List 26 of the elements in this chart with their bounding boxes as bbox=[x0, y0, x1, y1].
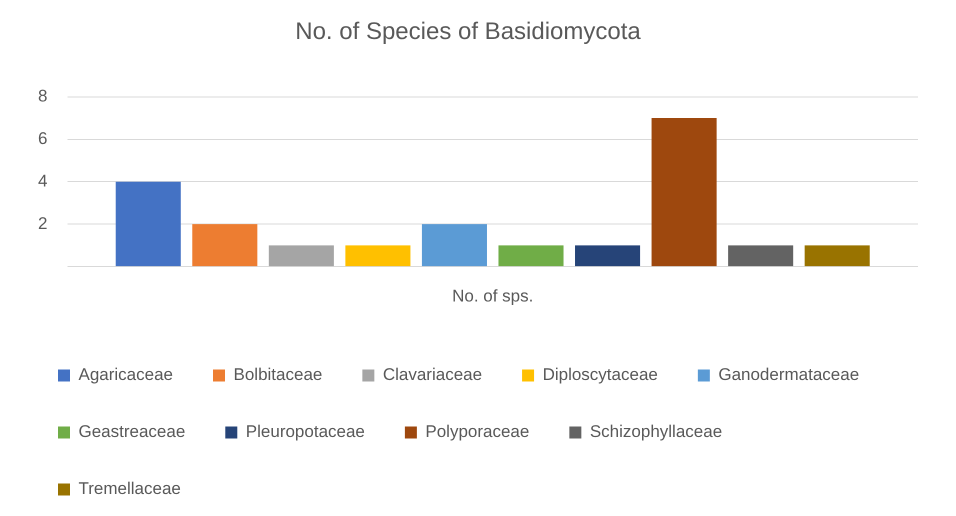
legend-label: Bolbitaceae bbox=[234, 365, 322, 384]
legend-label: Geastreaceae bbox=[78, 422, 186, 442]
y-tick-label: 4 bbox=[38, 171, 48, 190]
y-tick-label: 2 bbox=[38, 214, 48, 233]
bar bbox=[192, 224, 258, 266]
legend-label: Schizophyllaceae bbox=[590, 422, 722, 442]
bar bbox=[728, 245, 794, 266]
legend-label: Ganodermataceae bbox=[718, 365, 860, 384]
bar bbox=[575, 245, 640, 266]
x-tick-label: No. of sps. bbox=[452, 286, 534, 306]
chart-title: No. of Species of Basidiomycota bbox=[295, 18, 642, 46]
bar bbox=[268, 245, 334, 266]
legend-label: Tremellaceae bbox=[78, 479, 181, 498]
legend-label: Pleuropotaceae bbox=[246, 422, 365, 442]
legend-label: Diploscytaceae bbox=[542, 365, 658, 384]
legend-label: Agaricaceae bbox=[78, 365, 174, 384]
bar bbox=[498, 245, 564, 266]
bar bbox=[652, 118, 717, 266]
y-tick-label: 8 bbox=[38, 86, 48, 106]
legend-label: Polyporaceae bbox=[425, 422, 530, 442]
y-tick-label: 6 bbox=[38, 128, 48, 148]
bar bbox=[804, 245, 870, 266]
legend-label: Clavariaceae bbox=[382, 365, 482, 384]
bar bbox=[116, 182, 181, 266]
bar bbox=[345, 245, 410, 266]
bar bbox=[422, 224, 487, 266]
